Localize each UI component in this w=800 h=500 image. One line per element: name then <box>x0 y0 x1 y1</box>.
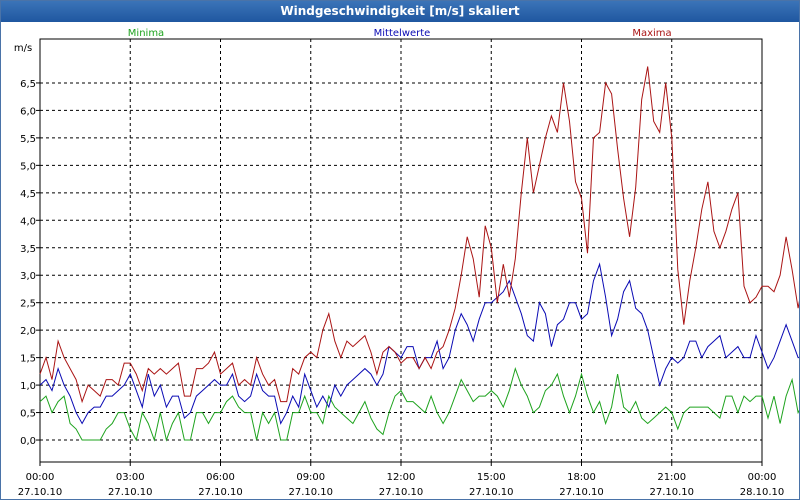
x-tick-date-label: 27.10.10 <box>108 487 153 498</box>
legend-maxima: Maxima <box>632 28 671 39</box>
y-tick-label: 5,0 <box>20 161 36 172</box>
x-tick-time-label: 12:00 <box>387 472 416 483</box>
y-tick-label: 3,0 <box>20 271 36 282</box>
legend-mittelwerte: Mittelwerte <box>374 28 431 39</box>
x-tick-date-label: 27.10.10 <box>379 487 424 498</box>
y-tick-label: 0,0 <box>20 436 36 447</box>
x-tick-date-label: 27.10.10 <box>559 487 604 498</box>
y-tick-label: 5,5 <box>20 134 36 145</box>
window-title: Windgeschwindigkeit [m/s] skaliert <box>1 1 799 22</box>
y-tick-label: 0,5 <box>20 409 36 420</box>
x-tick-time-label: 00:00 <box>748 472 777 483</box>
y-tick-label: 2,0 <box>20 326 36 337</box>
y-axis-label: m/s <box>14 43 32 54</box>
series-line-maxima <box>39 66 799 404</box>
y-tick-label: 6,5 <box>20 79 36 90</box>
y-tick-label: 2,5 <box>20 299 36 310</box>
x-tick-time-label: 03:00 <box>116 472 145 483</box>
x-tick-date-label: 27.10.10 <box>288 487 333 498</box>
y-tick-label: 4,0 <box>20 216 36 227</box>
y-tick-label: 1,0 <box>20 381 36 392</box>
x-tick-time-label: 15:00 <box>477 472 506 483</box>
y-tick-label: 3,5 <box>20 244 36 255</box>
series-line-minima <box>39 366 799 442</box>
x-tick-time-label: 09:00 <box>296 472 325 483</box>
x-tick-date-label: 27.10.10 <box>649 487 694 498</box>
legend-minima: Minima <box>128 28 164 39</box>
y-tick-label: 6,0 <box>20 106 36 117</box>
x-tick-date-label: 27.10.10 <box>198 487 243 498</box>
x-tick-date-label: 28.10.10 <box>740 487 785 498</box>
x-tick-time-label: 18:00 <box>567 472 596 483</box>
y-tick-label: 4,5 <box>20 189 36 200</box>
x-tick-time-label: 06:00 <box>206 472 235 483</box>
y-tick-label: 1,5 <box>20 354 36 365</box>
x-tick-date-label: 27.10.10 <box>18 487 63 498</box>
series-line-mittelwerte <box>39 262 799 425</box>
x-tick-time-label: 21:00 <box>657 472 686 483</box>
x-tick-date-label: 27.10.10 <box>469 487 514 498</box>
x-tick-time-label: 00:00 <box>26 472 55 483</box>
